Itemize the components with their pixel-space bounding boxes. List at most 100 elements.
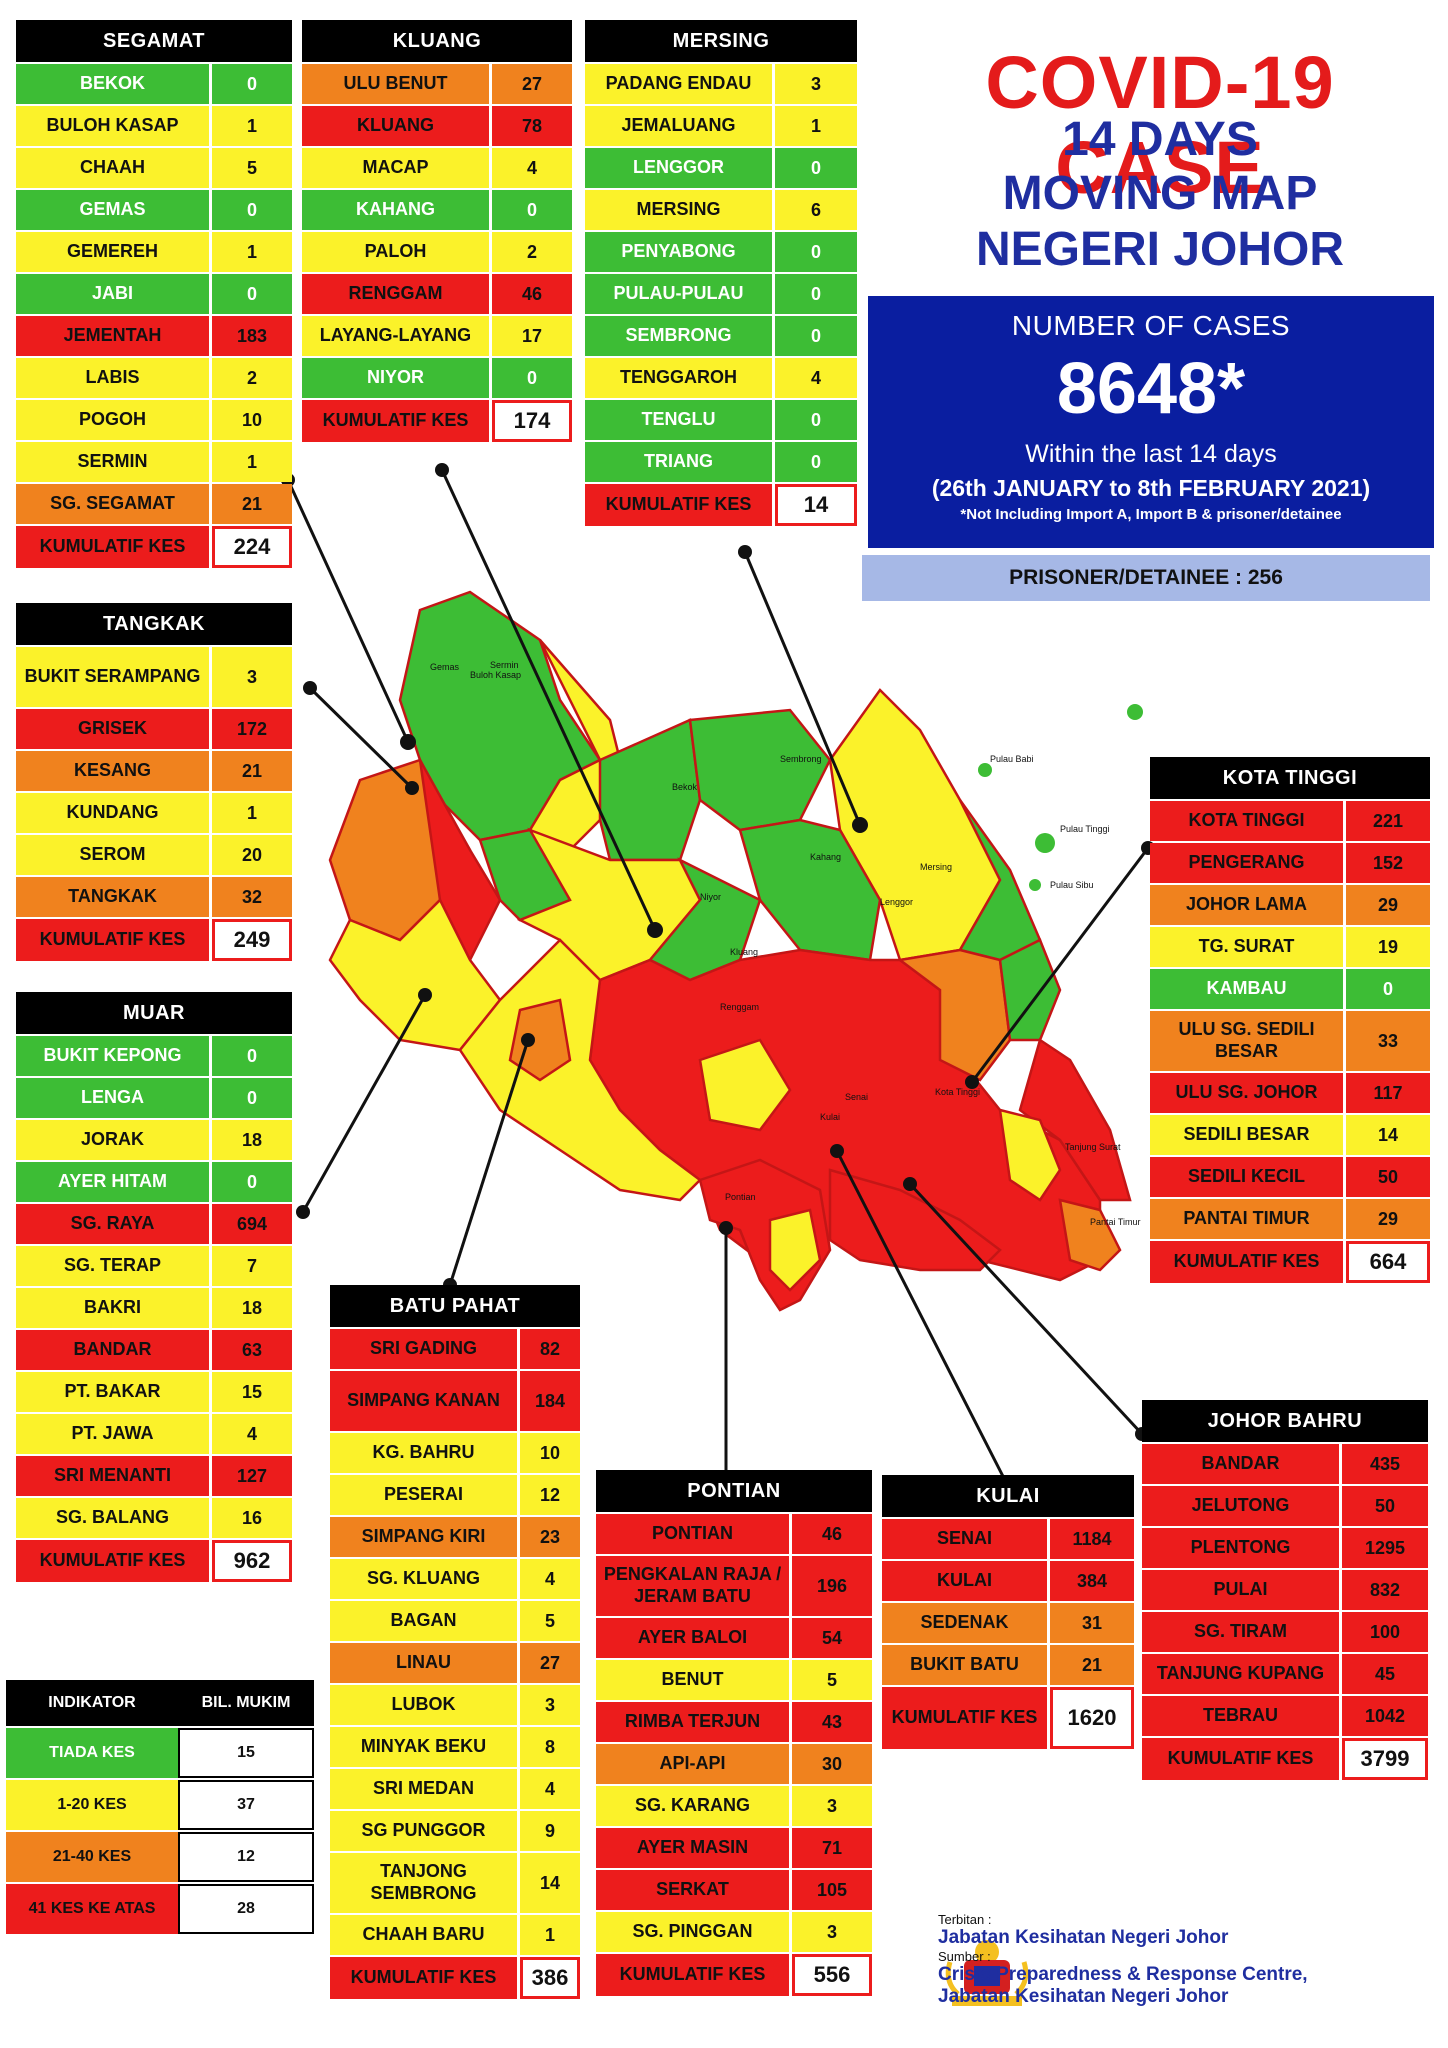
mukim-cases: 14 — [1346, 1115, 1430, 1155]
mukim-cases: 18 — [212, 1120, 292, 1160]
mukim-name: SEDILI BESAR — [1150, 1115, 1346, 1155]
mukim-name: SG. RAYA — [16, 1204, 212, 1244]
district-total-value: 1620 — [1050, 1687, 1134, 1749]
district-total-row: KUMULATIF KES 664 — [1150, 1241, 1430, 1283]
title-moving-map: MOVING MAP — [1002, 167, 1318, 220]
mukim-name: TANGKAK — [16, 877, 212, 917]
mukim-row: TEBRAU 1042 — [1142, 1696, 1428, 1736]
mukim-row: JELUTONG 50 — [1142, 1486, 1428, 1526]
mukim-name: TRIANG — [585, 442, 775, 482]
legend-label: TIADA KES — [6, 1728, 178, 1778]
mukim-name: JEMENTAH — [16, 316, 212, 356]
district-header: MUAR — [16, 992, 292, 1034]
mukim-name: LENGA — [16, 1078, 212, 1118]
mukim-row: SRI MEDAN 4 — [330, 1769, 580, 1809]
mukim-name: PLENTONG — [1142, 1528, 1342, 1568]
mukim-name: PULAU-PULAU — [585, 274, 775, 314]
mukim-row: BEKOK 0 — [16, 64, 292, 104]
mukim-name: TEBRAU — [1142, 1696, 1342, 1736]
district-total-value: 3799 — [1342, 1738, 1428, 1780]
mukim-name: SEMBRONG — [585, 316, 775, 356]
mukim-name: BEKOK — [16, 64, 212, 104]
mukim-name: ULU SG. JOHOR — [1150, 1073, 1346, 1113]
mukim-name: SG. KLUANG — [330, 1559, 520, 1599]
footer-sumber-1: Crisis Preparedness & Response Centre, — [938, 1964, 1308, 1985]
mukim-name: LAYANG-LAYANG — [302, 316, 492, 356]
prisoner-count: PRISONER/DETAINEE : 256 — [862, 555, 1430, 601]
mukim-name: SG. TERAP — [16, 1246, 212, 1286]
map-island-babi — [978, 763, 992, 777]
mukim-cases: 0 — [775, 232, 857, 272]
mukim-cases: 105 — [792, 1870, 872, 1910]
mukim-cases: 100 — [1342, 1612, 1428, 1652]
mukim-row: SERMIN 1 — [16, 442, 292, 482]
mukim-cases: 2 — [492, 232, 572, 272]
mukim-name: BUKIT KEPONG — [16, 1036, 212, 1076]
mukim-name: TENGGAROH — [585, 358, 775, 398]
mukim-name: SG. BALANG — [16, 1498, 212, 1538]
mukim-cases: 4 — [520, 1769, 580, 1809]
mukim-row: BAGAN 5 — [330, 1601, 580, 1641]
mukim-name: AYER BALOI — [596, 1618, 792, 1658]
mukim-cases: 71 — [792, 1828, 872, 1868]
mukim-row: KULAI 384 — [882, 1561, 1134, 1601]
mukim-cases: 20 — [212, 835, 292, 875]
mukim-row: AYER MASIN 71 — [596, 1828, 872, 1868]
mukim-cases: 4 — [775, 358, 857, 398]
legend-label: 21-40 KES — [6, 1832, 178, 1882]
mukim-row: LENGGOR 0 — [585, 148, 857, 188]
mukim-cases: 1 — [212, 106, 292, 146]
mukim-cases: 54 — [792, 1618, 872, 1658]
mukim-name: CHAAH BARU — [330, 1915, 520, 1955]
map-place-label: Renggam — [720, 1002, 759, 1012]
summary-label: NUMBER OF CASES — [1011, 310, 1291, 341]
mukim-row: SG. SEGAMAT 21 — [16, 484, 292, 524]
mukim-name: LABIS — [16, 358, 212, 398]
mukim-row: JABI 0 — [16, 274, 292, 314]
legend-header-bil-mukim: BIL. MUKIM — [201, 1694, 291, 1711]
mukim-cases: 4 — [520, 1559, 580, 1599]
mukim-name: PESERAI — [330, 1475, 520, 1515]
mukim-name: LINAU — [330, 1643, 520, 1683]
mukim-name: SERKAT — [596, 1870, 792, 1910]
mukim-row: LINAU 27 — [330, 1643, 580, 1683]
mukim-row: LABIS 2 — [16, 358, 292, 398]
mukim-row: SG. TIRAM 100 — [1142, 1612, 1428, 1652]
mukim-name: MINYAK BEKU — [330, 1727, 520, 1767]
mukim-row: LUBOK 3 — [330, 1685, 580, 1725]
mukim-cases: 27 — [520, 1643, 580, 1683]
footer-terbitan: Jabatan Kesihatan Negeri Johor — [938, 1927, 1229, 1948]
mukim-row: KAHANG 0 — [302, 190, 572, 230]
mukim-name: BANDAR — [1142, 1444, 1342, 1484]
mukim-cases: 0 — [212, 1162, 292, 1202]
district-header: JOHOR BAHRU — [1142, 1400, 1428, 1442]
mukim-cases: 43 — [792, 1702, 872, 1742]
mukim-cases: 0 — [492, 190, 572, 230]
panel-kulai: KULAI SENAI 1184 KULAI 384 SEDENAK 31 BUKIT BAT… — [882, 1475, 1134, 1749]
mukim-cases: 0 — [775, 274, 857, 314]
map-region-kambau — [998, 938, 1062, 1042]
mukim-cases: 0 — [212, 1036, 292, 1076]
mukim-cases: 23 — [520, 1517, 580, 1557]
mukim-row: GRISEK 172 — [16, 709, 292, 749]
mukim-cases: 0 — [212, 190, 292, 230]
mukim-row: PLENTONG 1295 — [1142, 1528, 1428, 1568]
mukim-cases: 1 — [212, 442, 292, 482]
mukim-name: KUNDANG — [16, 793, 212, 833]
mukim-row: SG. TERAP 7 — [16, 1246, 292, 1286]
mukim-row: LAYANG-LAYANG 17 — [302, 316, 572, 356]
mukim-cases: 435 — [1342, 1444, 1428, 1484]
district-total-row: KUMULATIF KES 556 — [596, 1954, 872, 1996]
mukim-name: POGOH — [16, 400, 212, 440]
mukim-cases: 5 — [520, 1601, 580, 1641]
title-14-days: 14 DAYS — [1062, 113, 1258, 166]
mukim-cases: 29 — [1346, 1199, 1430, 1239]
mukim-cases: 8 — [520, 1727, 580, 1767]
mukim-row: SEDILI BESAR 14 — [1150, 1115, 1430, 1155]
mukim-name: ULU SG. SEDILI BESAR — [1150, 1011, 1346, 1071]
mukim-cases: 5 — [212, 148, 292, 188]
mukim-row: KOTA TINGGI 221 — [1150, 801, 1430, 841]
district-total-label: KUMULATIF KES — [302, 400, 492, 442]
mukim-name: BENUT — [596, 1660, 792, 1700]
mukim-cases: 82 — [520, 1329, 580, 1369]
